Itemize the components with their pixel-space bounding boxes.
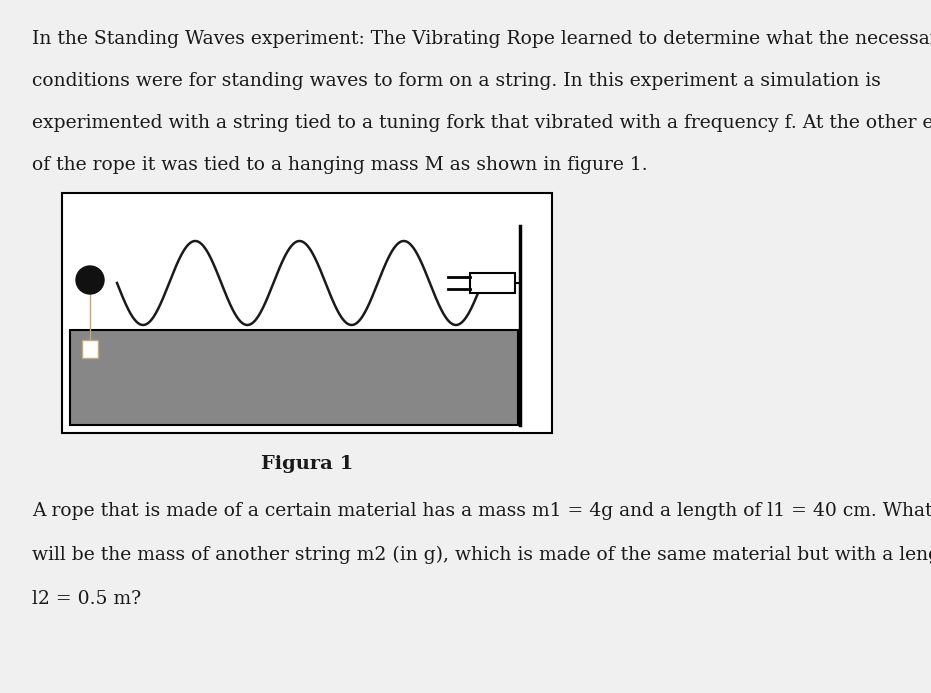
Bar — [70, 330, 518, 425]
Text: experimented with a string tied to a tuning fork that vibrated with a frequency : experimented with a string tied to a tun… — [32, 114, 931, 132]
Text: will be the mass of another string m2 (in g), which is made of the same material: will be the mass of another string m2 (i… — [32, 546, 931, 564]
Text: A rope that is made of a certain material has a mass m1 = 4g and a length of l1 : A rope that is made of a certain materia… — [32, 502, 931, 520]
Text: l2 = 0.5 m?: l2 = 0.5 m? — [32, 590, 142, 608]
Text: of the rope it was tied to a hanging mass M as shown in figure 1.: of the rope it was tied to a hanging mas… — [32, 156, 648, 174]
Circle shape — [76, 266, 104, 294]
Text: In the Standing Waves experiment: The Vibrating Rope learned to determine what t: In the Standing Waves experiment: The Vi… — [32, 30, 931, 48]
Text: conditions were for standing waves to form on a string. In this experiment a sim: conditions were for standing waves to fo… — [32, 72, 881, 90]
Bar — [470, 273, 515, 293]
Bar — [82, 340, 98, 358]
Text: Figura 1: Figura 1 — [261, 455, 353, 473]
Bar — [62, 193, 552, 433]
